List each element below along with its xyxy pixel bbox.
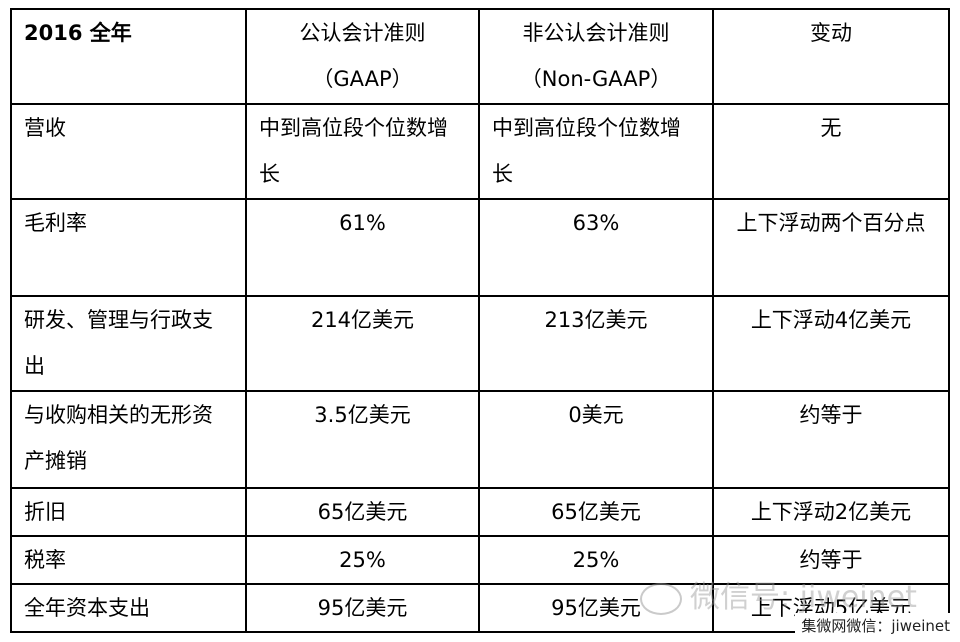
change-cell: 无 <box>712 103 950 200</box>
header-cell: 公认会计准则 （GAAP） <box>245 8 480 105</box>
table-row: 与收购相关的无形资产摊销 3.5亿美元 0美元 约等于 <box>10 390 950 489</box>
non-gaap-cell: 95亿美元 <box>478 583 714 633</box>
row-label: 营收 <box>10 103 247 200</box>
non-gaap-cell: 25% <box>478 535 714 585</box>
gaap-cell: 25% <box>245 535 480 585</box>
row-label: 折旧 <box>10 487 247 537</box>
guidance-table: 2016 全年 公认会计准则 （GAAP） 非公认会计准则 （Non-GAAP）… <box>10 8 950 633</box>
non-gaap-cell: 65亿美元 <box>478 487 714 537</box>
header-cell: 2016 全年 <box>10 8 247 105</box>
change-cell: 上下浮动2亿美元 <box>712 487 950 537</box>
gaap-cell: 中到高位段个位数增长 <box>245 103 480 200</box>
change-cell: 上下浮动4亿美元 <box>712 295 950 392</box>
table-row: 折旧 65亿美元 65亿美元 上下浮动2亿美元 <box>10 487 950 537</box>
non-gaap-cell: 63% <box>478 198 714 297</box>
header-row: 2016 全年 公认会计准则 （GAAP） 非公认会计准则 （Non-GAAP）… <box>10 8 950 105</box>
table-row: 税率 25% 25% 约等于 <box>10 535 950 585</box>
gaap-cell: 3.5亿美元 <box>245 390 480 489</box>
table-row: 毛利率 61% 63% 上下浮动两个百分点 <box>10 198 950 297</box>
change-cell: 约等于 <box>712 390 950 489</box>
row-label: 与收购相关的无形资产摊销 <box>10 390 247 489</box>
header-cell: 变动 <box>712 8 950 105</box>
row-label: 全年资本支出 <box>10 583 247 633</box>
gaap-cell: 65亿美元 <box>245 487 480 537</box>
source-credit: 集微网微信：jiweinet <box>795 613 956 638</box>
row-label: 研发、管理与行政支出 <box>10 295 247 392</box>
table-row: 营收 中到高位段个位数增长 中到高位段个位数增长 无 <box>10 103 950 200</box>
gaap-cell: 61% <box>245 198 480 297</box>
non-gaap-cell: 0美元 <box>478 390 714 489</box>
gaap-cell: 214亿美元 <box>245 295 480 392</box>
row-label: 毛利率 <box>10 198 247 297</box>
table-row: 研发、管理与行政支出 214亿美元 213亿美元 上下浮动4亿美元 <box>10 295 950 392</box>
non-gaap-cell: 中到高位段个位数增长 <box>478 103 714 200</box>
header-cell: 非公认会计准则 （Non-GAAP） <box>478 8 714 105</box>
change-cell: 约等于 <box>712 535 950 585</box>
non-gaap-cell: 213亿美元 <box>478 295 714 392</box>
change-cell: 上下浮动两个百分点 <box>712 198 950 297</box>
row-label: 税率 <box>10 535 247 585</box>
gaap-cell: 95亿美元 <box>245 583 480 633</box>
